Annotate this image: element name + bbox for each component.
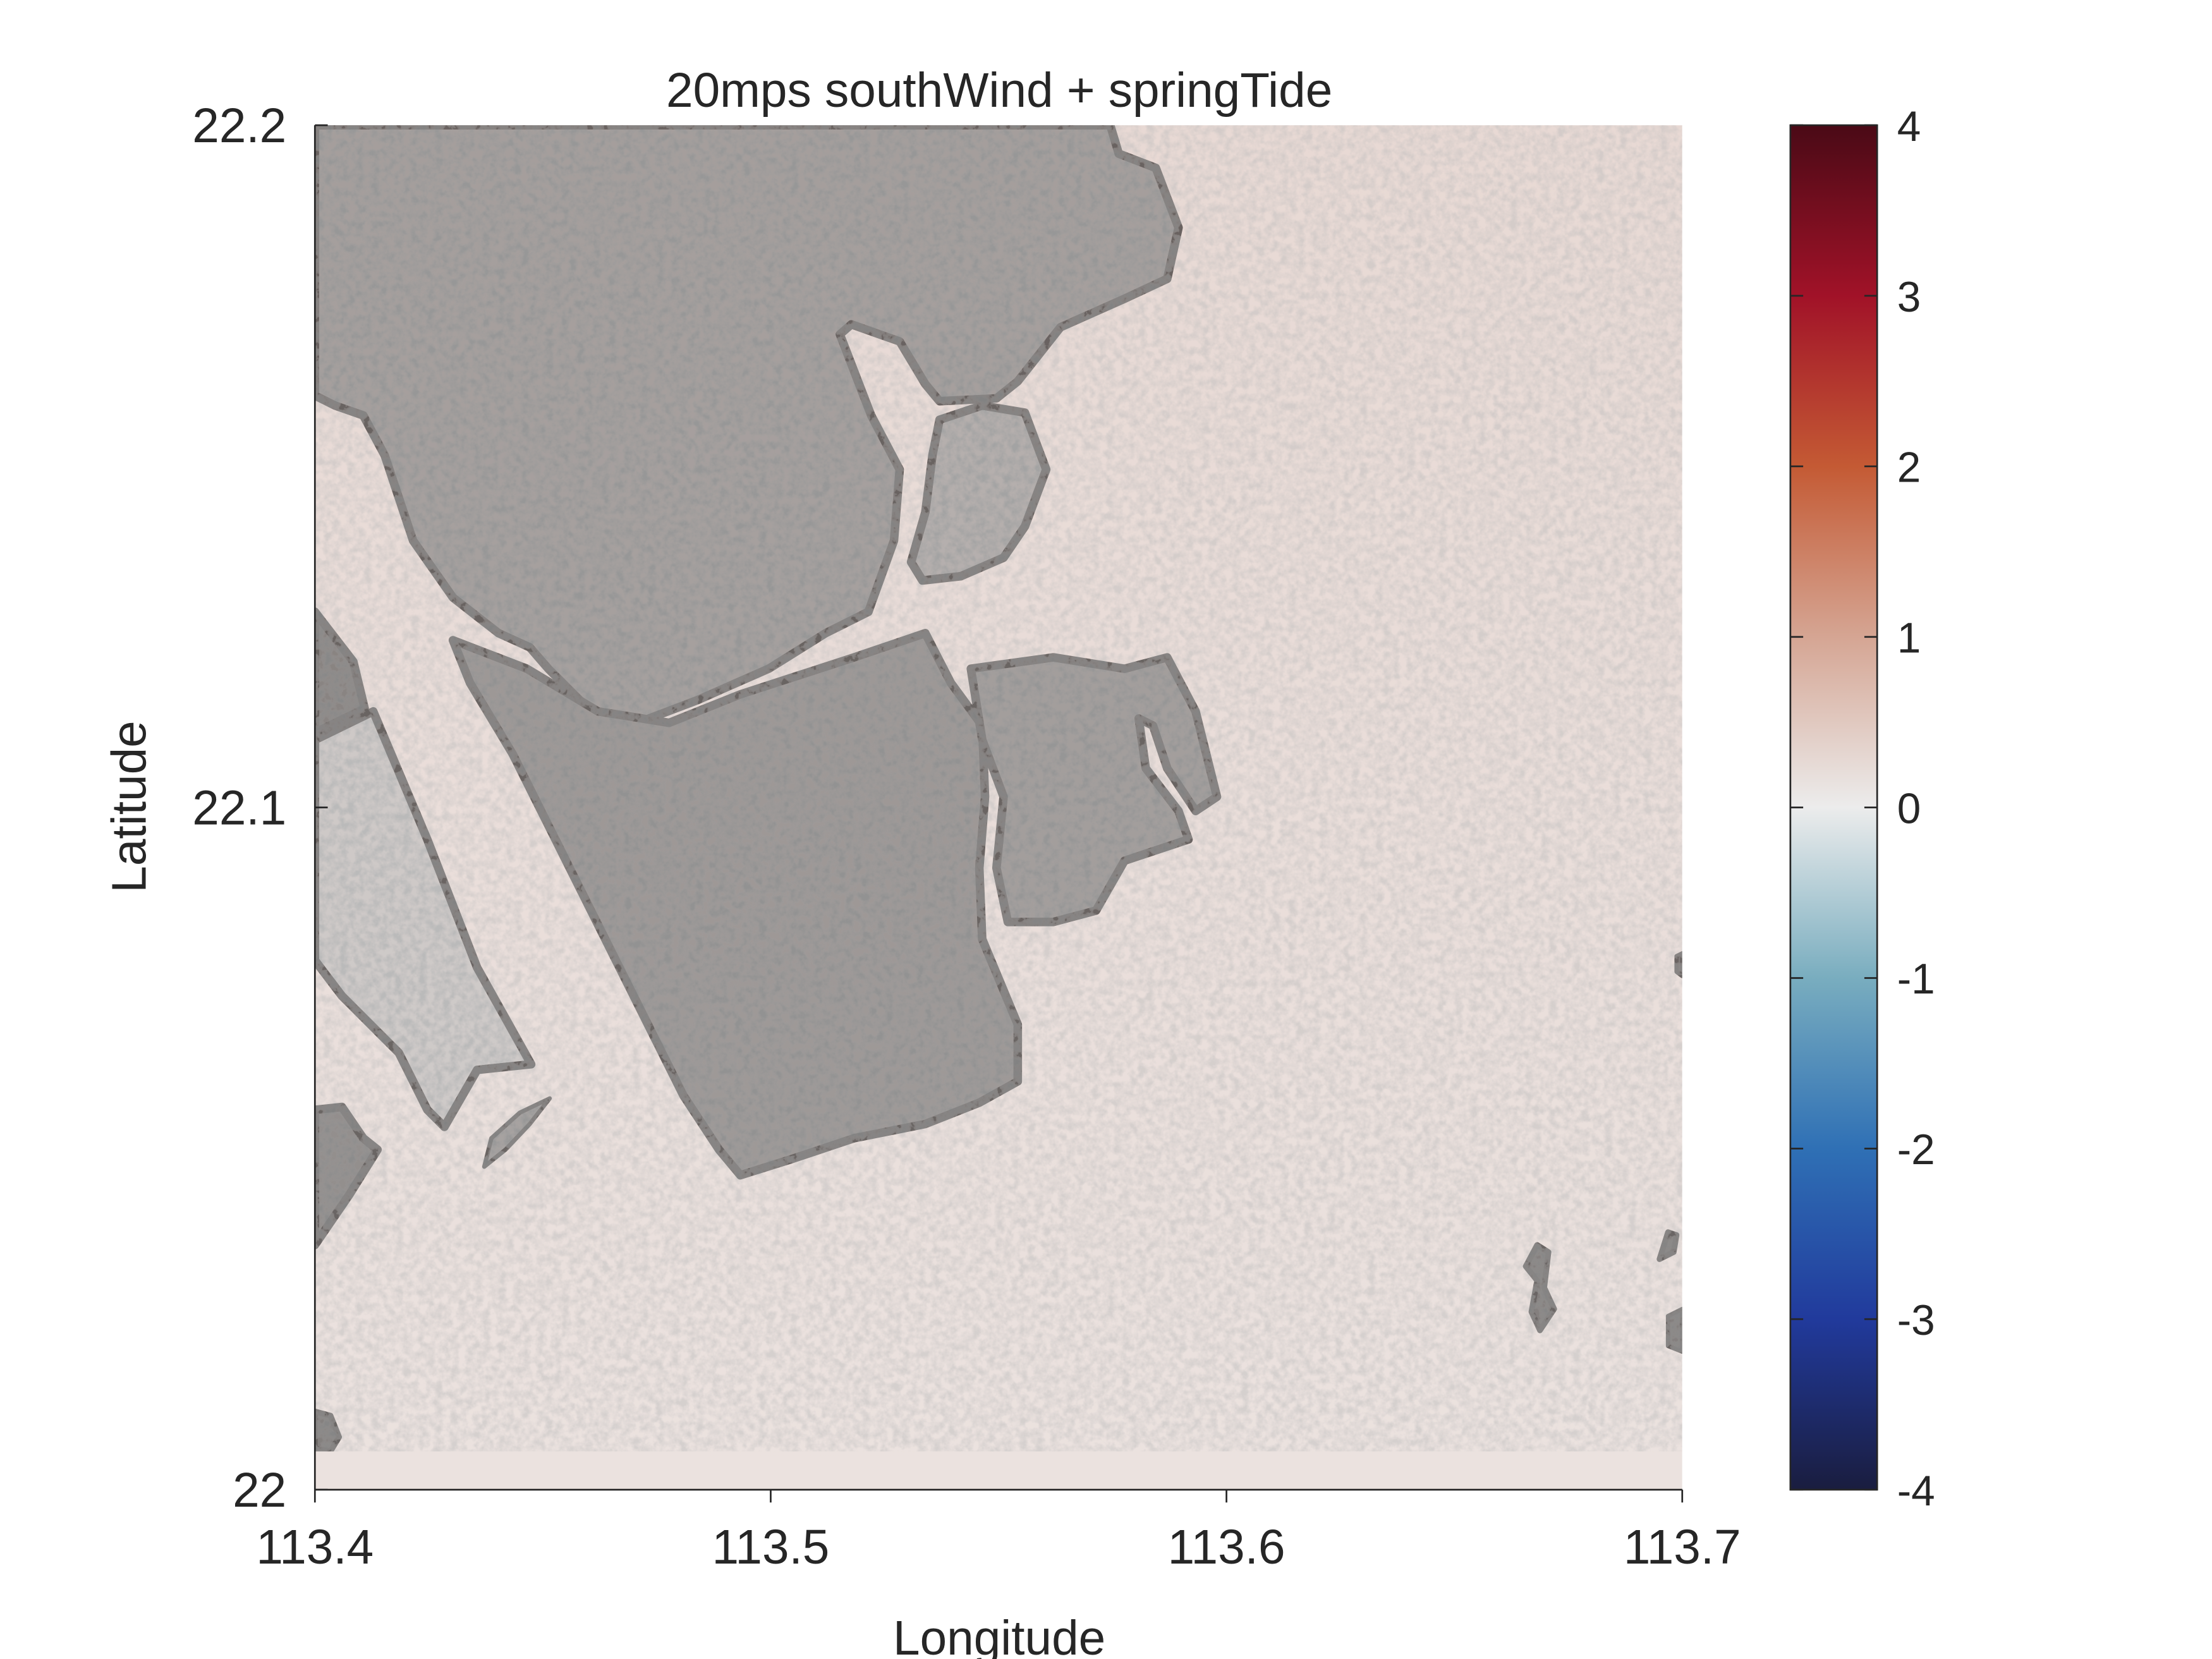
x-tick-label: 113.4 — [256, 1521, 374, 1574]
y-tick-label: 22.1 — [192, 782, 286, 836]
colorbar-tick-label: 0 — [1897, 785, 1921, 832]
islet-east-3 — [1665, 1306, 1682, 1354]
x-tick-label: 113.7 — [1624, 1521, 1741, 1574]
colorbar: 4 3 2 1 0 -1 -2 -3 -4 — [1789, 103, 1935, 1515]
colorbar-tick-label: -1 — [1897, 956, 1935, 1003]
land-southwest — [315, 1102, 382, 1249]
islet-east-1 — [1522, 1242, 1557, 1334]
map-axes — [315, 125, 1682, 1490]
colorbar-tick-label: 3 — [1897, 274, 1921, 321]
chart-title: 20mps southWind + springTide — [666, 64, 1332, 118]
x-tick-label: 113.6 — [1168, 1521, 1285, 1574]
land-peninsula-northeast — [906, 401, 1051, 585]
y-axis-ticks: 22 22.1 22.2 — [192, 99, 328, 1517]
x-axis-ticks: 113.4 113.5 113.6 113.7 — [256, 1490, 1741, 1574]
colorbar-tick-label: 2 — [1897, 444, 1921, 492]
land-strip-west — [315, 607, 369, 738]
y-tick-label: 22.2 — [192, 99, 286, 153]
x-tick-label: 113.5 — [712, 1521, 830, 1574]
land-mainland-north — [315, 125, 1183, 727]
land-reclaimed-west — [315, 707, 536, 1131]
colorbar-tick-label: 4 — [1897, 103, 1921, 150]
colorbar-tick-label: -2 — [1897, 1126, 1935, 1174]
y-tick-label: 22 — [233, 1464, 286, 1517]
land-central-district — [448, 629, 1023, 1180]
land-masses — [315, 125, 1682, 1454]
islet-east-2 — [1656, 1229, 1680, 1262]
colorbar-tick-label: -3 — [1897, 1297, 1935, 1344]
land-headland-east — [966, 653, 1222, 927]
y-axis-label: Latitude — [102, 720, 156, 892]
colorbar-gradient — [1789, 124, 1878, 1491]
x-axis-label: Longitude — [893, 1612, 1105, 1659]
islet-channel — [482, 1096, 552, 1169]
colorbar-ticks: 4 3 2 1 0 -1 -2 -3 -4 — [1790, 103, 1935, 1515]
colorbar-tick-label: 1 — [1897, 614, 1921, 662]
colorbar-tick-label: -4 — [1897, 1468, 1935, 1515]
islet-bottom-left — [315, 1408, 343, 1454]
islet-east-4 — [1674, 951, 1682, 978]
